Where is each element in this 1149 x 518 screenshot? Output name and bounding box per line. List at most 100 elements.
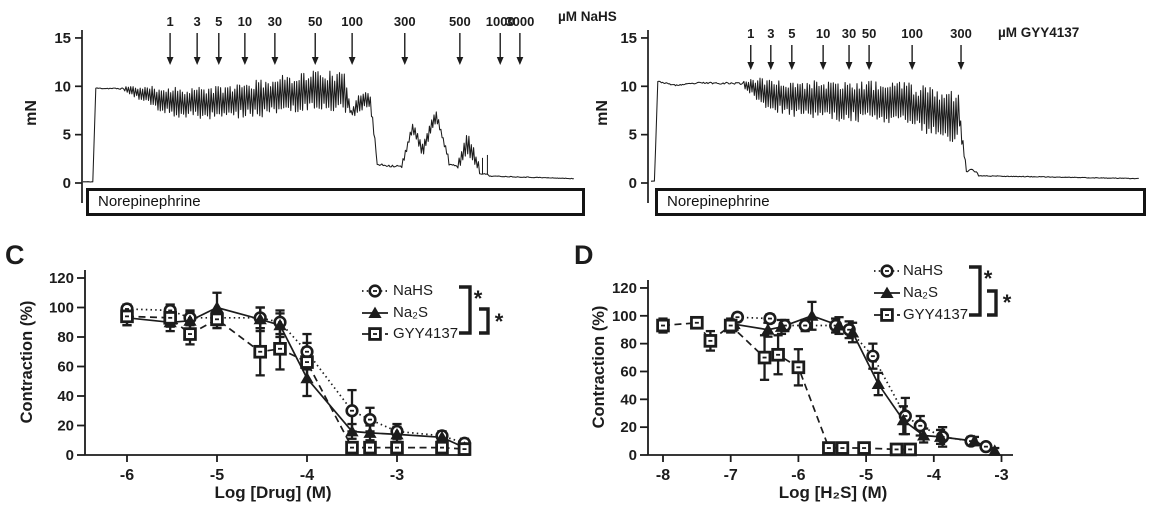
addition-arrowhead — [788, 62, 796, 70]
addition-arrowhead — [865, 62, 873, 70]
y-tick-label: 5 — [63, 127, 71, 144]
addition-concentration-label: 1 — [166, 14, 173, 29]
concentration-unit-label-gyy4137: µM GYY4137 — [998, 25, 1080, 40]
x-tick-label: -4 — [927, 467, 941, 484]
significance-asterisk: * — [474, 286, 483, 311]
significance-bracket — [987, 289, 998, 317]
dose-response-panel-D: -8 -7 -6 -5 -4 -3 0 20 40 60 80 100 120 * * — [612, 264, 1013, 484]
concentration-unit-label-nahs: µM NaHS — [558, 9, 617, 24]
marker-filled-triangle — [880, 286, 894, 298]
series-line-GYY4137 — [126, 315, 465, 450]
norepinephrine-bar-right-label: Norepinephrine — [667, 193, 770, 210]
marker-filled-triangle — [273, 318, 287, 331]
addition-concentration-label: 3 — [194, 14, 201, 29]
series-line-NaHS — [126, 308, 465, 445]
y-tick-label: 60 — [57, 359, 74, 376]
marker-filled-triangle — [933, 430, 948, 442]
y-tick-label: 80 — [620, 336, 637, 353]
x-tick-label: -5 — [859, 467, 873, 484]
legend-label-nahs-d: NaHS — [903, 262, 944, 279]
significance-asterisk: * — [495, 309, 504, 334]
marker-filled-triangle — [967, 434, 982, 447]
panel-letter-d: D — [574, 240, 594, 270]
addition-arrowhead — [845, 62, 853, 70]
legend-label-na2s-d: Na₂S — [903, 284, 939, 301]
addition-arrowhead — [957, 62, 965, 70]
addition-concentration-label: 300 — [950, 26, 972, 41]
addition-concentration-label: 1000 — [486, 14, 515, 29]
addition-concentration-label: 100 — [901, 26, 923, 41]
marker-filled-triangle — [253, 312, 267, 325]
addition-concentration-label: 10 — [816, 26, 830, 41]
legend-label-na2s-c: Na₂S — [393, 304, 429, 321]
marker-filled-triangle — [435, 430, 449, 443]
marker-filled-triangle — [368, 306, 382, 318]
marker-filled-triangle — [390, 427, 404, 440]
series-line-Na₂S — [733, 314, 996, 452]
addition-concentration-label: 30 — [842, 26, 856, 41]
marker-filled-triangle — [761, 323, 775, 335]
tension-trace — [83, 70, 574, 183]
y-tick-label: 40 — [620, 391, 637, 408]
addition-concentration-label: 10 — [238, 14, 252, 29]
y-tick-label: 0 — [66, 447, 74, 464]
y-tick-label: 10 — [620, 78, 637, 95]
x-tick-label: -3 — [390, 467, 404, 484]
y-tick-label: 20 — [57, 418, 74, 435]
panel-letter-c: C — [5, 240, 25, 270]
significance-bracket — [459, 285, 472, 335]
addition-arrowhead — [401, 57, 409, 65]
addition-concentration-label: 100 — [341, 14, 363, 29]
y-tick-label: 80 — [57, 329, 74, 346]
y-tick-label: 20 — [620, 419, 637, 436]
y-tick-label: 120 — [612, 280, 637, 297]
series-line-NaHS — [737, 316, 987, 448]
addition-arrowhead — [767, 62, 775, 70]
y-axis-label-mn-left: mN — [23, 100, 40, 126]
marker-filled-triangle — [363, 426, 377, 438]
marker-filled-triangle — [345, 425, 359, 437]
addition-arrowhead — [908, 62, 916, 70]
norepinephrine-bar-left-label: Norepinephrine — [98, 193, 201, 210]
marker-filled-triangle — [805, 309, 819, 321]
addition-arrowhead — [456, 57, 464, 65]
addition-arrowhead — [496, 57, 504, 65]
y-tick-label: 60 — [620, 363, 637, 380]
addition-concentration-label: 300 — [394, 14, 416, 29]
legend-label-gyy4137-d: GYY4137 — [903, 306, 969, 323]
addition-arrowhead — [747, 62, 755, 70]
y-tick-label: 0 — [629, 447, 637, 464]
addition-concentration-label: 50 — [862, 26, 876, 41]
marker-filled-triangle — [871, 377, 885, 390]
marker-filled-triangle — [774, 320, 789, 332]
addition-arrowhead — [241, 57, 249, 65]
marker-filled-triangle — [183, 314, 197, 326]
significance-bracket — [479, 307, 490, 335]
y-tick-label: 100 — [612, 308, 637, 325]
significance-asterisk: * — [984, 266, 993, 291]
y-tick-label: 40 — [57, 388, 74, 405]
addition-concentration-label: 3 — [767, 26, 774, 41]
addition-concentration-label: 30 — [268, 14, 282, 29]
marker-filled-triangle — [988, 444, 1002, 456]
addition-arrowhead — [271, 57, 279, 65]
addition-arrowhead — [819, 62, 827, 70]
dose-response-panel-C: -6 -5 -4 -3 0 20 40 60 80 100 120 * * — [49, 270, 504, 484]
x-tick-label: -6 — [791, 467, 805, 484]
legend-label-gyy4137-c: GYY4137 — [393, 325, 459, 342]
marker-filled-triangle — [896, 413, 910, 426]
x-tick-label: -5 — [210, 467, 224, 484]
x-axis-label-log-h2s: Log [H₂S] (M) — [778, 483, 888, 502]
tension-trace — [651, 77, 1139, 182]
x-tick-label: -7 — [724, 467, 738, 484]
addition-concentration-label: 500 — [449, 14, 471, 29]
addition-concentration-label: 50 — [308, 14, 322, 29]
marker-filled-triangle — [845, 326, 860, 338]
addition-concentration-label: 5 — [788, 26, 795, 41]
addition-arrowhead — [215, 57, 223, 65]
y-tick-label: 15 — [54, 30, 71, 47]
addition-arrowhead — [193, 57, 201, 65]
marker-filled-triangle — [832, 319, 846, 331]
